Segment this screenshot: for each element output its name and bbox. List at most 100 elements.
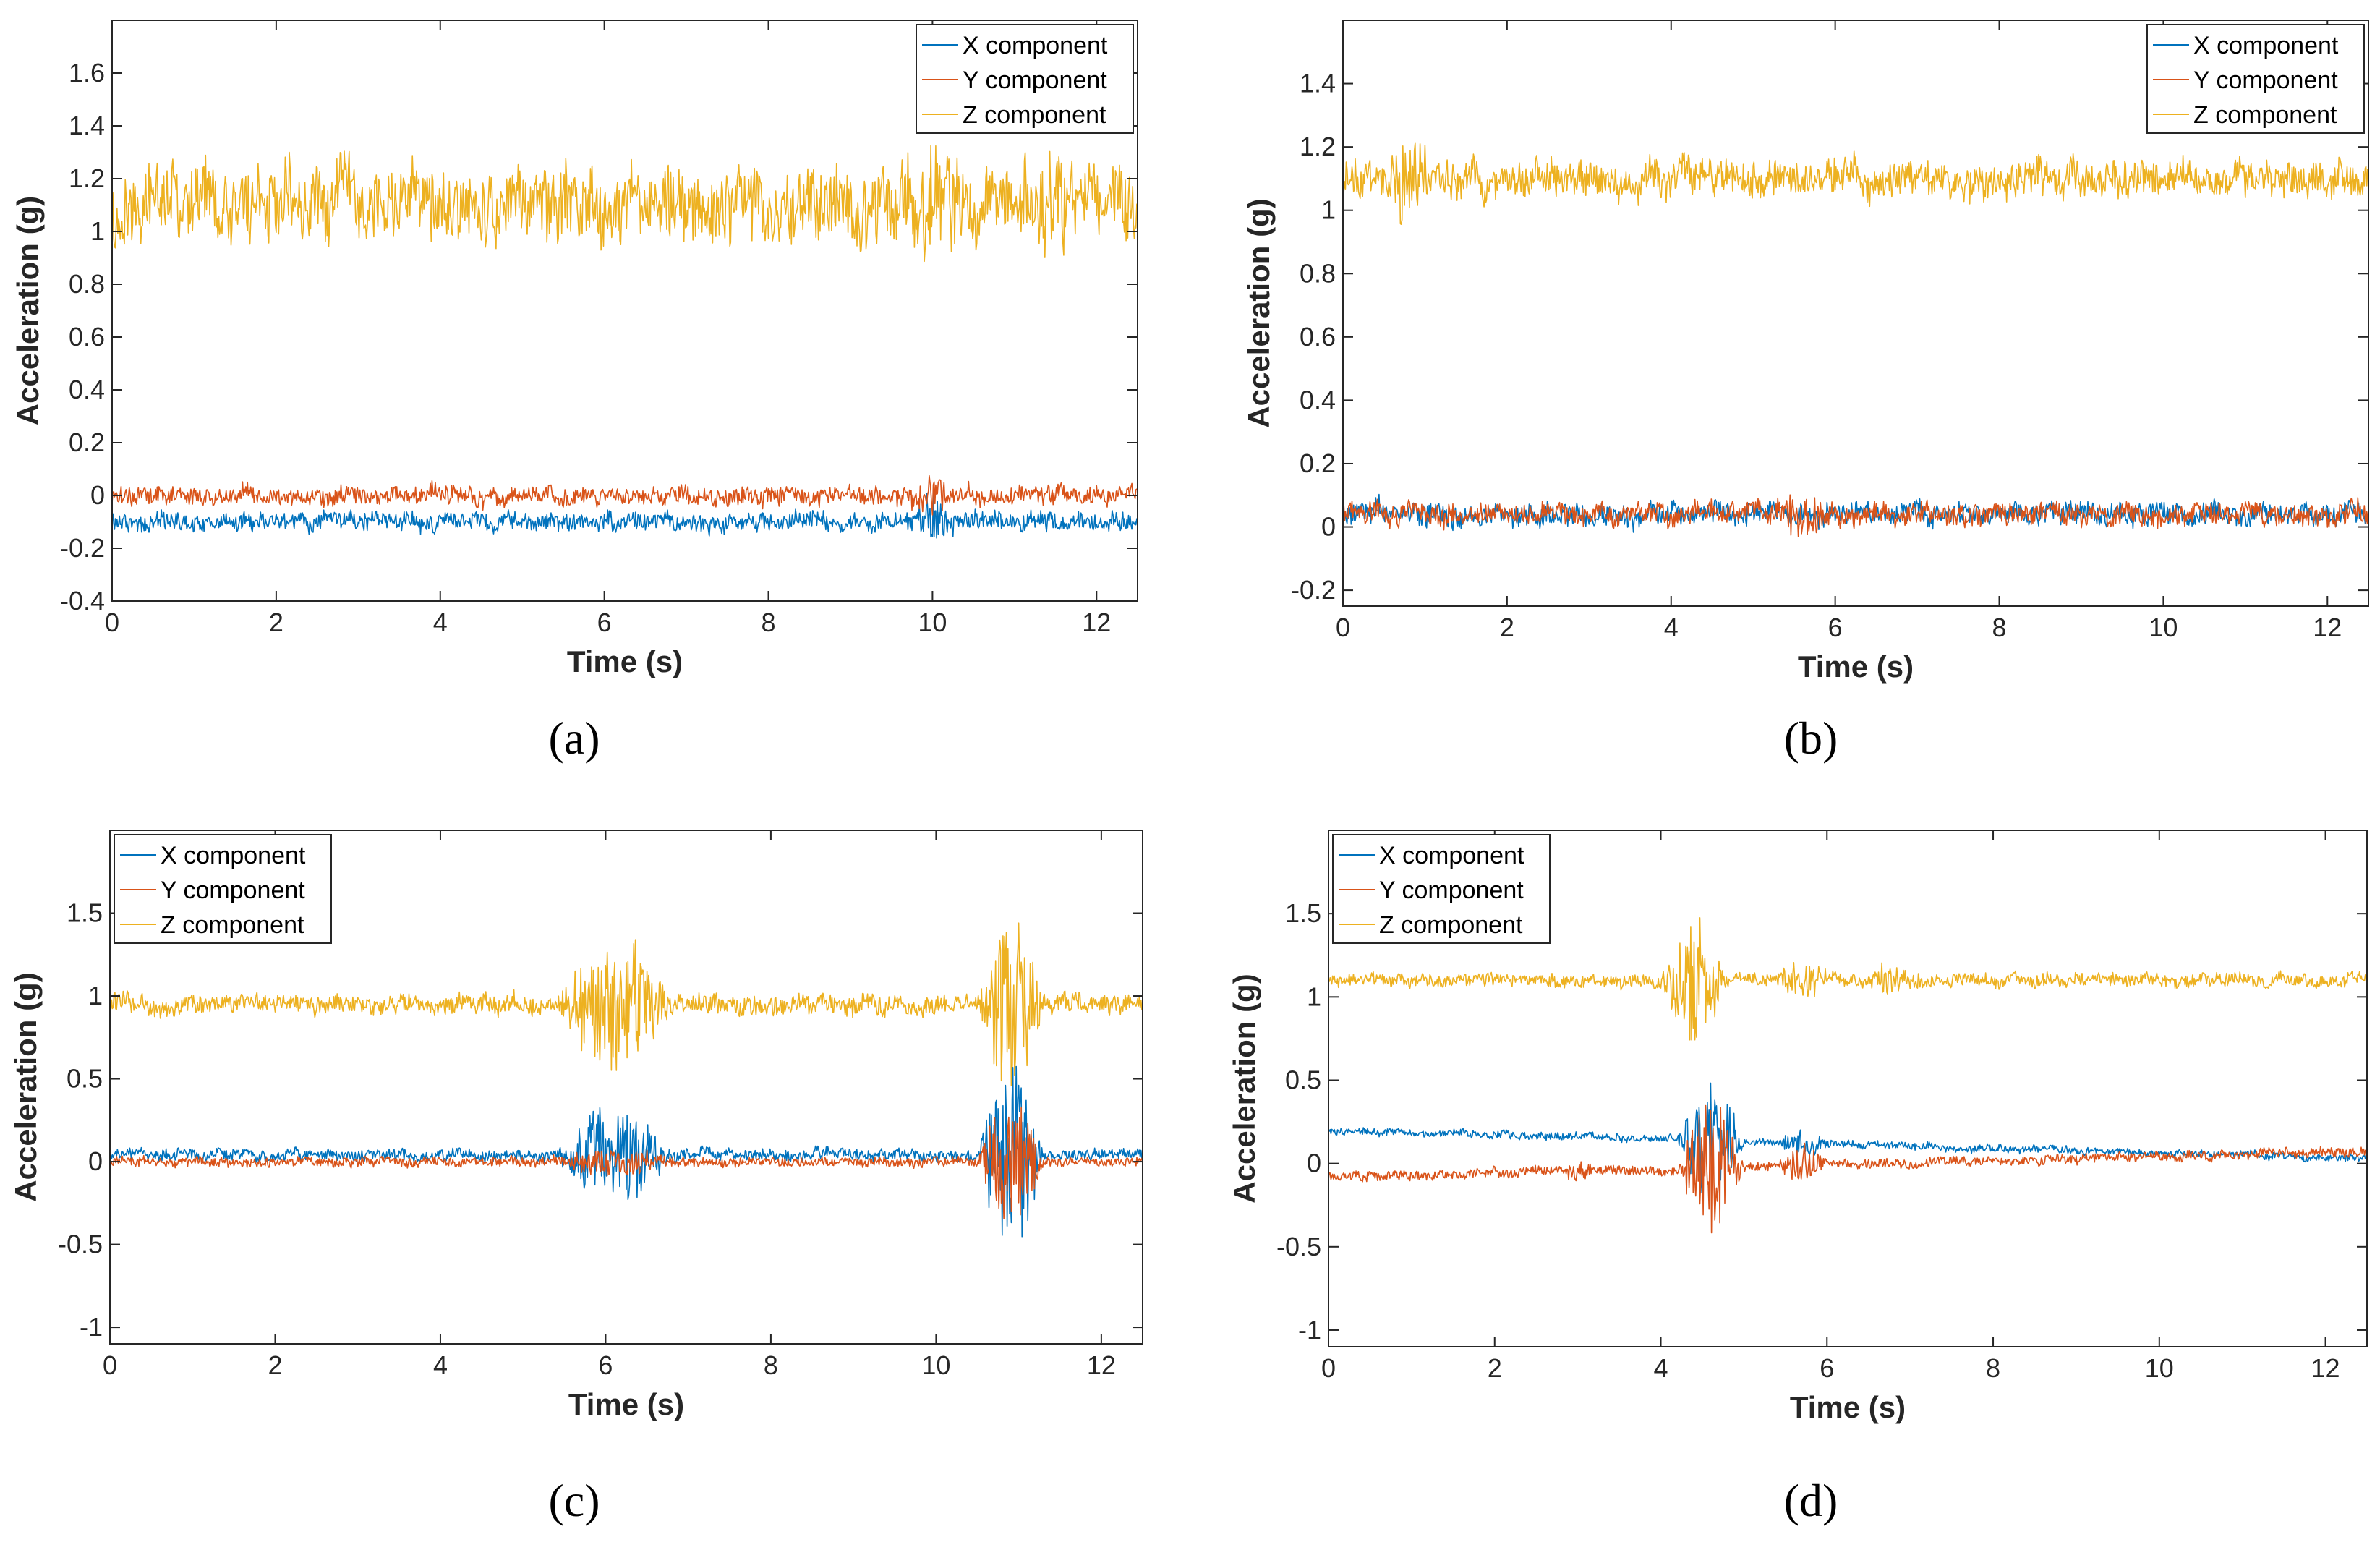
y-tick-label: 1.4 xyxy=(1300,69,1336,98)
y-tick-label: 1 xyxy=(1307,981,1321,1011)
y-tick-label: 0.2 xyxy=(69,427,105,457)
x-tick-label: 4 xyxy=(1664,613,1679,642)
x-tick-label: 0 xyxy=(1336,613,1350,642)
y-tick-label: 0.4 xyxy=(69,375,105,404)
y-tick-label: 0.5 xyxy=(1285,1065,1321,1094)
x-tick-label: 0 xyxy=(1321,1353,1336,1383)
x-axis-label: Time (s) xyxy=(1798,650,1914,684)
x-tick-label: 10 xyxy=(921,1350,950,1380)
x-tick-label: 4 xyxy=(1654,1353,1668,1383)
series-line-y-component xyxy=(110,1107,1143,1219)
y-tick-label: -0.5 xyxy=(1276,1232,1321,1261)
legend-entry: Z component xyxy=(2193,101,2337,129)
y-tick-label: 0 xyxy=(88,1146,103,1176)
chart-panel-d: 0 2 4 6 8 10 12 -1 -0.5 0 0.5 1 1.5 Time (s) Accelerat… xyxy=(1227,830,2368,1526)
legend-entry: Y component xyxy=(2193,67,2338,94)
x-tick-label: 8 xyxy=(1992,613,2007,642)
legend: X component Y component Z component xyxy=(916,24,1134,134)
axes-box xyxy=(109,830,1143,1345)
panel-caption: (d) xyxy=(1784,1475,1838,1526)
legend: X component Y component Z component xyxy=(1332,834,1551,944)
y-tick-label: 1.2 xyxy=(69,163,105,193)
series-line-x-component xyxy=(112,491,1138,539)
series-line-x-component xyxy=(110,1065,1143,1238)
x-tick-label: 2 xyxy=(268,1350,282,1380)
y-tick-label: 1.2 xyxy=(1300,132,1336,161)
y-tick-label: 0.8 xyxy=(1300,258,1336,288)
y-tick-label: -0.5 xyxy=(58,1230,103,1259)
x-tick-label: 12 xyxy=(1082,608,1111,637)
y-tick-label: 1.5 xyxy=(1285,898,1321,928)
axes-box xyxy=(1328,830,2368,1347)
y-axis-label: Acceleration (g) xyxy=(1227,974,1261,1203)
x-tick-label: 8 xyxy=(762,608,776,637)
y-tick-label: 1.6 xyxy=(69,58,105,88)
y-tick-label: 0 xyxy=(90,480,105,510)
x-tick-label: 8 xyxy=(1986,1353,2000,1383)
y-tick-label: 0 xyxy=(1321,512,1336,542)
y-tick-label: 0.6 xyxy=(1300,322,1336,352)
legend-entry: X component xyxy=(1379,842,1524,869)
x-tick-label: 4 xyxy=(433,1350,448,1380)
y-tick-label: -0.4 xyxy=(60,586,105,616)
y-tick-label: 0.4 xyxy=(1300,385,1336,414)
x-tick-label: 6 xyxy=(598,1350,613,1380)
x-tick-label: 4 xyxy=(433,608,448,637)
x-tick-label: 8 xyxy=(764,1350,778,1380)
x-axis-label: Time (s) xyxy=(567,644,683,678)
y-tick-label: 0.2 xyxy=(1300,448,1336,478)
panel-caption: (b) xyxy=(1784,712,1838,764)
axes-box xyxy=(111,20,1138,602)
legend-entry: X component xyxy=(963,32,1108,59)
y-axis-label: Acceleration (g) xyxy=(11,196,45,425)
x-tick-label: 0 xyxy=(105,608,119,637)
legend: X component Y component Z component xyxy=(2146,24,2365,134)
axes-box xyxy=(1342,20,2369,607)
series-line-z-component xyxy=(110,922,1143,1086)
series-line-y-component xyxy=(1328,1104,2367,1234)
chart-panel-a: 0 2 4 6 8 10 12 -0.4 -0.2 0 0.2 0.4 0.6 0.8 1 1.2 1.4 1.6… xyxy=(11,20,1138,764)
series-line-y-component xyxy=(1343,494,2368,537)
legend-entry: Z component xyxy=(1379,911,1523,939)
x-tick-label: 6 xyxy=(1820,1353,1834,1383)
chart-panel-c: 0 2 4 6 8 10 12 -1 -0.5 0 0.5 1 1.5 Time (s) Accelerat… xyxy=(9,830,1143,1526)
y-tick-label: 1 xyxy=(1321,195,1336,225)
series-group xyxy=(110,922,1143,1238)
x-axis-label: Time (s) xyxy=(568,1387,684,1421)
x-tick-label: 6 xyxy=(1828,613,1843,642)
x-tick-label: 10 xyxy=(918,608,947,637)
legend-entry: Y component xyxy=(1379,877,1524,904)
x-tick-label: 10 xyxy=(2149,613,2178,642)
y-tick-label: 0 xyxy=(1307,1149,1321,1178)
x-tick-label: 10 xyxy=(2145,1353,2174,1383)
legend-entry: Y component xyxy=(963,67,1107,94)
y-tick-label: -1 xyxy=(1298,1315,1321,1345)
x-tick-label: 6 xyxy=(597,608,612,637)
panel-caption: (c) xyxy=(548,1475,600,1526)
y-tick-label: 1 xyxy=(88,981,103,1010)
series-line-z-component xyxy=(1328,917,2367,1041)
x-axis-label: Time (s) xyxy=(1790,1390,1906,1424)
y-tick-label: 0.6 xyxy=(69,322,105,352)
legend-entry: Y component xyxy=(161,877,305,904)
series-group xyxy=(1328,917,2367,1234)
series-group xyxy=(112,145,1138,539)
series-group xyxy=(1343,142,2368,537)
legend-entry: Z component xyxy=(963,101,1106,129)
y-tick-label: -1 xyxy=(80,1312,103,1342)
series-line-z-component xyxy=(112,145,1138,263)
x-tick-label: 12 xyxy=(2313,613,2342,642)
y-axis-label: Acceleration (g) xyxy=(9,972,43,1201)
y-tick-label: 0.8 xyxy=(69,269,105,299)
series-line-z-component xyxy=(1343,142,2368,225)
panel-caption: (a) xyxy=(548,712,600,764)
x-tick-label: 2 xyxy=(269,608,283,637)
y-tick-label: 1.5 xyxy=(67,898,103,928)
legend: X component Y component Z component xyxy=(114,834,332,944)
series-line-y-component xyxy=(112,474,1138,516)
y-tick-label: -0.2 xyxy=(60,533,105,563)
legend-entry: Z component xyxy=(161,911,304,939)
x-tick-label: 2 xyxy=(1500,613,1514,642)
